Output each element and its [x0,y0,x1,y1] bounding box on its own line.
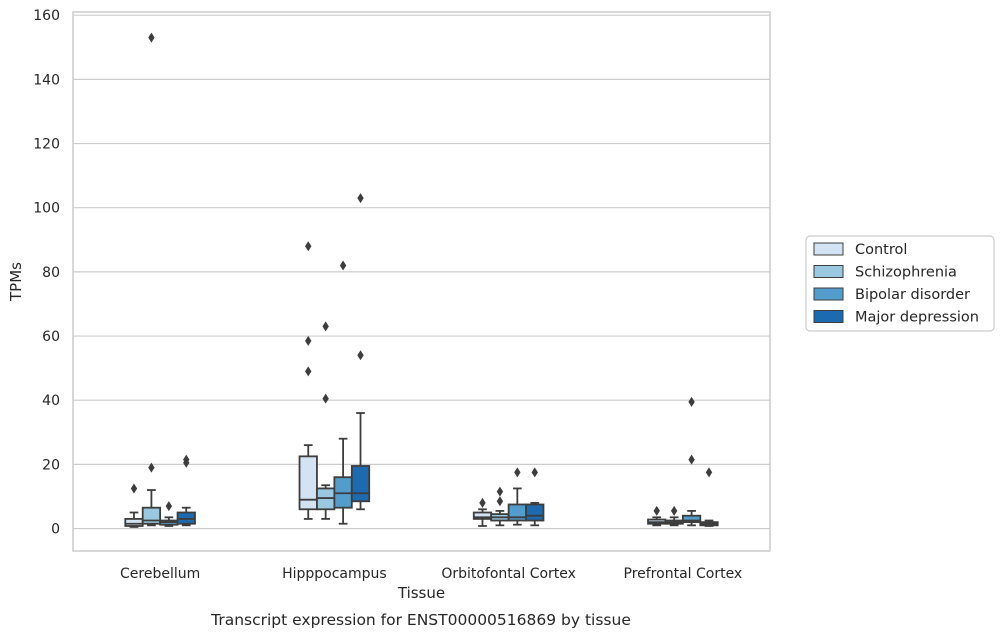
outlier-point [653,505,660,516]
box [525,467,545,527]
grid-lines [73,14,770,530]
outlier-point [705,467,713,478]
outlier-point [357,193,364,204]
legend-label: Schizophrenia [855,265,957,281]
box [472,497,493,527]
outlier-point [531,467,538,478]
y-tick-label: 80 [42,265,60,281]
box [141,32,162,527]
box-body [681,514,702,524]
outlier-point [339,260,347,271]
outlier-point [165,501,173,512]
legend-label: Major depression [855,310,979,326]
y-tick-label: 60 [42,329,60,345]
outlier-point [322,393,329,404]
x-axis-ticks: Cerebellum Hipppocampus Orbitofontal Corte… [120,566,742,582]
box-plot-series [124,32,719,528]
outlier-point [130,483,138,494]
outlier-point [688,454,695,465]
box-body [525,503,545,522]
y-tick-label: 20 [42,457,60,473]
box [176,454,196,527]
outlier-point [670,505,678,516]
legend-swatch [813,242,844,256]
outlier-point [305,335,312,346]
outlier-point [514,467,521,478]
outlier-point [183,454,190,465]
box-body [298,455,318,511]
legend-swatch [813,310,844,323]
x-tick-label: Prefrontal Cortex [624,566,743,582]
y-tick-label: 140 [33,72,60,88]
box [507,467,527,526]
box [647,505,667,527]
outlier-point [305,366,312,377]
y-axis-title: TPMs [7,262,25,302]
y-tick-label: 100 [33,201,60,217]
box [681,396,702,527]
box [699,467,719,527]
y-tick-label: 0 [51,522,60,538]
series-bipolar-disorder [159,260,702,527]
y-tick-label: 160 [33,8,60,24]
series-major-depression [176,193,719,527]
box [124,483,144,528]
chart-caption: Transcript expression for ENST0000051686… [210,611,631,629]
series-schizophrenia [141,32,684,527]
outlier-point [496,496,504,507]
box [159,501,179,527]
box-body [350,465,371,503]
box [664,505,684,527]
series-control [124,241,667,528]
y-axis-ticks: 0 20 40 60 80 100 120 140 160 [33,8,60,537]
y-tick-label: 40 [42,393,60,409]
x-tick-label: Orbitofontal Cortex [441,566,576,582]
legend-swatch [813,265,844,278]
outlier-point [322,321,329,332]
outlier-point [148,32,155,43]
box [350,193,371,511]
plot-frame [72,11,771,552]
outlier-point [148,462,155,473]
box [333,260,353,525]
x-axis-title: Tissue [397,584,445,602]
legend: Control Schizophrenia Bipolar disorder Majo… [805,235,995,332]
legend-frame [805,235,995,332]
box [298,241,318,520]
legend-label: Control [855,242,907,258]
box-body [124,518,144,527]
outlier-point [305,241,312,252]
legend-swatch [813,287,844,301]
x-tick-label: Cerebellum [120,566,200,582]
x-tick-label: Hipppocampus [282,566,387,582]
outlier-point [357,350,364,361]
outlier-point [479,497,486,508]
legend-label: Bipolar disorder [855,287,970,303]
y-tick-label: 120 [33,137,60,153]
box [316,321,336,520]
outlier-point [688,396,695,407]
outlier-point [496,486,504,497]
box [490,486,510,527]
